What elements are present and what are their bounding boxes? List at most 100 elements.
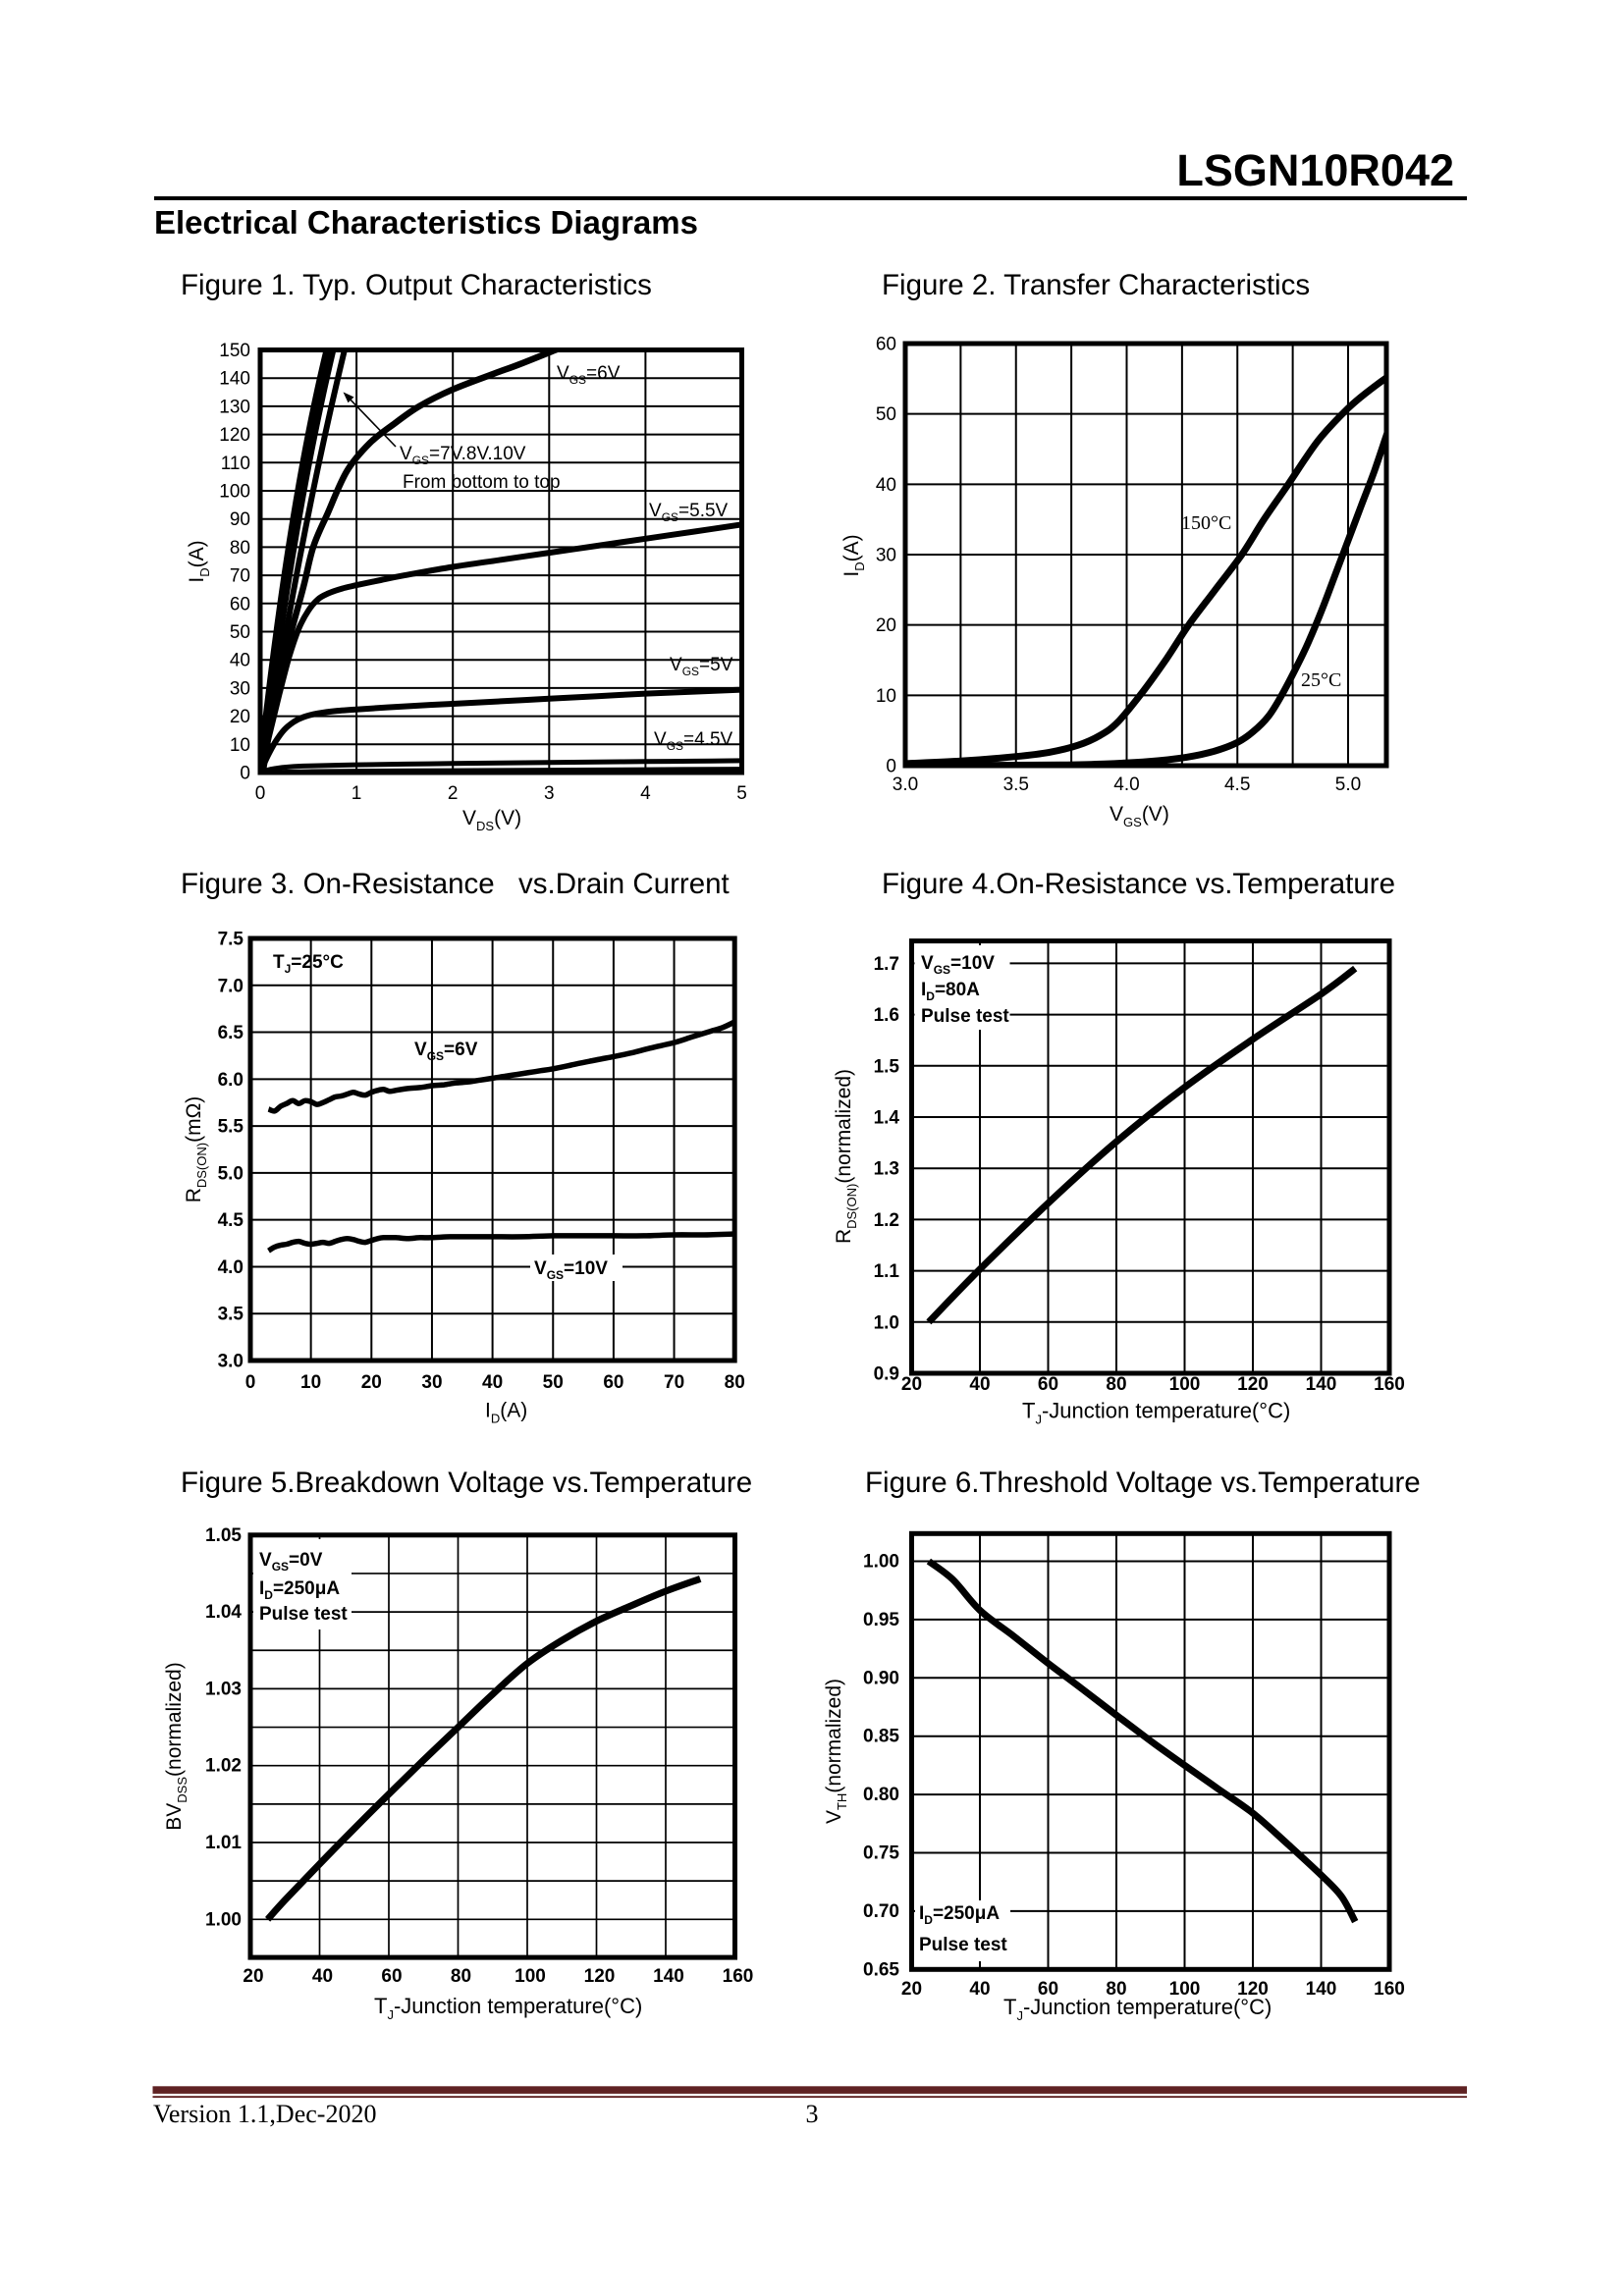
svg-text:1.1: 1.1 <box>874 1261 900 1282</box>
svg-text:VTH(normalized): VTH(normalized) <box>823 1679 849 1824</box>
svg-text:20: 20 <box>876 615 896 636</box>
svg-text:Electrical Characteristics Dia: Electrical Characteristics Diagrams <box>154 204 698 240</box>
svg-text:5: 5 <box>736 783 747 804</box>
svg-text:4.0: 4.0 <box>218 1257 244 1278</box>
svg-text:3.0: 3.0 <box>218 1352 244 1372</box>
svg-text:0: 0 <box>886 757 896 777</box>
svg-text:3.5: 3.5 <box>218 1305 244 1325</box>
svg-text:6.0: 6.0 <box>218 1070 244 1091</box>
svg-text:1.6: 1.6 <box>874 1005 899 1026</box>
svg-text:160: 160 <box>723 1966 754 1987</box>
svg-text:Figure 4.On-Resistance vs.Temp: Figure 4.On-Resistance vs.Temperature <box>882 868 1395 900</box>
svg-text:160: 160 <box>1374 1979 1405 2000</box>
svg-text:1.7: 1.7 <box>874 954 899 975</box>
svg-text:VGS=7V.8V.10V: VGS=7V.8V.10V <box>400 444 526 467</box>
svg-text:Figure 2. Transfer Characteris: Figure 2. Transfer Characteristics <box>882 269 1310 301</box>
svg-text:1.04: 1.04 <box>205 1602 242 1623</box>
svg-text:1.02: 1.02 <box>205 1756 242 1777</box>
svg-text:50: 50 <box>876 404 896 425</box>
svg-text:3.0: 3.0 <box>893 774 918 795</box>
svg-text:140: 140 <box>219 369 250 390</box>
svg-text:ID(A): ID(A) <box>485 1400 527 1426</box>
svg-text:80: 80 <box>230 538 250 559</box>
svg-text:VGS=6V: VGS=6V <box>557 363 621 387</box>
svg-text:Pulse test: Pulse test <box>259 1604 348 1625</box>
svg-text:40: 40 <box>969 1374 990 1395</box>
svg-text:40: 40 <box>230 651 250 671</box>
svg-text:3: 3 <box>544 783 555 804</box>
svg-text:Pulse test: Pulse test <box>919 1935 1007 1955</box>
svg-text:Figure 1. Typ. Output Characte: Figure 1. Typ. Output Characteristics <box>181 269 652 301</box>
svg-text:1.4: 1.4 <box>874 1108 900 1129</box>
svg-text:0.9: 0.9 <box>874 1364 899 1385</box>
svg-text:1.03: 1.03 <box>205 1679 242 1699</box>
svg-text:TJ-Junction temperature(°C): TJ-Junction temperature(°C) <box>374 1994 642 2022</box>
svg-text:80: 80 <box>1106 1979 1126 2000</box>
svg-text:100: 100 <box>1169 1979 1201 2000</box>
svg-text:4: 4 <box>640 783 651 804</box>
svg-text:1.00: 1.00 <box>205 1909 242 1930</box>
svg-text:VGS=5.5V: VGS=5.5V <box>649 501 729 524</box>
svg-text:1.00: 1.00 <box>863 1552 899 1573</box>
svg-text:4.0: 4.0 <box>1113 774 1139 795</box>
svg-text:60: 60 <box>230 594 250 614</box>
svg-text:120: 120 <box>1237 1374 1269 1395</box>
svg-text:1: 1 <box>352 783 362 804</box>
svg-text:40: 40 <box>969 1979 990 2000</box>
svg-text:60: 60 <box>1038 1374 1058 1395</box>
svg-text:10: 10 <box>300 1372 321 1393</box>
svg-text:1.5: 1.5 <box>874 1056 900 1077</box>
svg-text:From bottom to top: From bottom to top <box>403 472 561 493</box>
svg-text:130: 130 <box>219 397 250 417</box>
svg-text:20: 20 <box>901 1979 922 2000</box>
svg-text:Figure 3. On-Resistance: Figure 3. On-Resistance <box>181 868 495 900</box>
svg-text:30: 30 <box>230 678 250 699</box>
svg-text:140: 140 <box>1306 1979 1337 2000</box>
svg-text:2: 2 <box>448 783 459 804</box>
svg-text:70: 70 <box>230 566 250 587</box>
svg-text:BVDSS(normalized): BVDSS(normalized) <box>163 1662 189 1830</box>
svg-text:RDS(ON)(mΩ): RDS(ON)(mΩ) <box>183 1096 209 1203</box>
svg-text:20: 20 <box>361 1372 382 1393</box>
svg-text:LSGN10R042: LSGN10R042 <box>1176 145 1454 195</box>
svg-text:4.5: 4.5 <box>1224 774 1250 795</box>
svg-text:VGS=6V: VGS=6V <box>414 1040 478 1063</box>
svg-text:VGS=4.5V: VGS=4.5V <box>654 729 733 753</box>
svg-text:120: 120 <box>584 1966 616 1987</box>
svg-text:40: 40 <box>312 1966 333 1987</box>
svg-text:RDS(ON)(normalized): RDS(ON)(normalized) <box>833 1069 859 1244</box>
svg-text:ID(A): ID(A) <box>186 540 212 582</box>
svg-text:0.65: 0.65 <box>863 1959 899 1980</box>
svg-text:140: 140 <box>653 1966 684 1987</box>
svg-text:6.5: 6.5 <box>218 1023 244 1043</box>
svg-text:100: 100 <box>219 482 250 503</box>
svg-text:30: 30 <box>876 546 896 566</box>
svg-text:VGS(V): VGS(V) <box>1110 803 1169 829</box>
svg-text:90: 90 <box>230 509 250 530</box>
svg-text:80: 80 <box>1106 1374 1126 1395</box>
svg-text:60: 60 <box>603 1372 623 1393</box>
svg-text:100: 100 <box>514 1966 546 1987</box>
svg-text:ID=250μA: ID=250μA <box>919 1903 1000 1927</box>
svg-text:0.75: 0.75 <box>863 1843 899 1864</box>
svg-text:25°C: 25°C <box>1301 669 1341 691</box>
svg-text:Pulse test: Pulse test <box>921 1006 1009 1027</box>
svg-text:20: 20 <box>901 1374 922 1395</box>
svg-text:30: 30 <box>421 1372 442 1393</box>
svg-text:VGS=0V: VGS=0V <box>259 1550 323 1574</box>
svg-text:5.0: 5.0 <box>1335 774 1361 795</box>
svg-text:3: 3 <box>806 2100 819 2128</box>
svg-text:80: 80 <box>725 1372 745 1393</box>
svg-text:40: 40 <box>482 1372 503 1393</box>
svg-text:160: 160 <box>1374 1374 1405 1395</box>
svg-text:0.70: 0.70 <box>863 1901 899 1922</box>
svg-text:1.3: 1.3 <box>874 1159 899 1180</box>
svg-text:110: 110 <box>221 454 250 474</box>
svg-text:60: 60 <box>876 335 896 355</box>
svg-text:100: 100 <box>1169 1374 1201 1395</box>
svg-text:40: 40 <box>876 475 896 496</box>
svg-text:VGS=10V: VGS=10V <box>534 1258 608 1282</box>
svg-text:5.5: 5.5 <box>218 1117 244 1138</box>
svg-text:20: 20 <box>230 707 250 727</box>
svg-text:VGS=5V: VGS=5V <box>670 655 733 678</box>
